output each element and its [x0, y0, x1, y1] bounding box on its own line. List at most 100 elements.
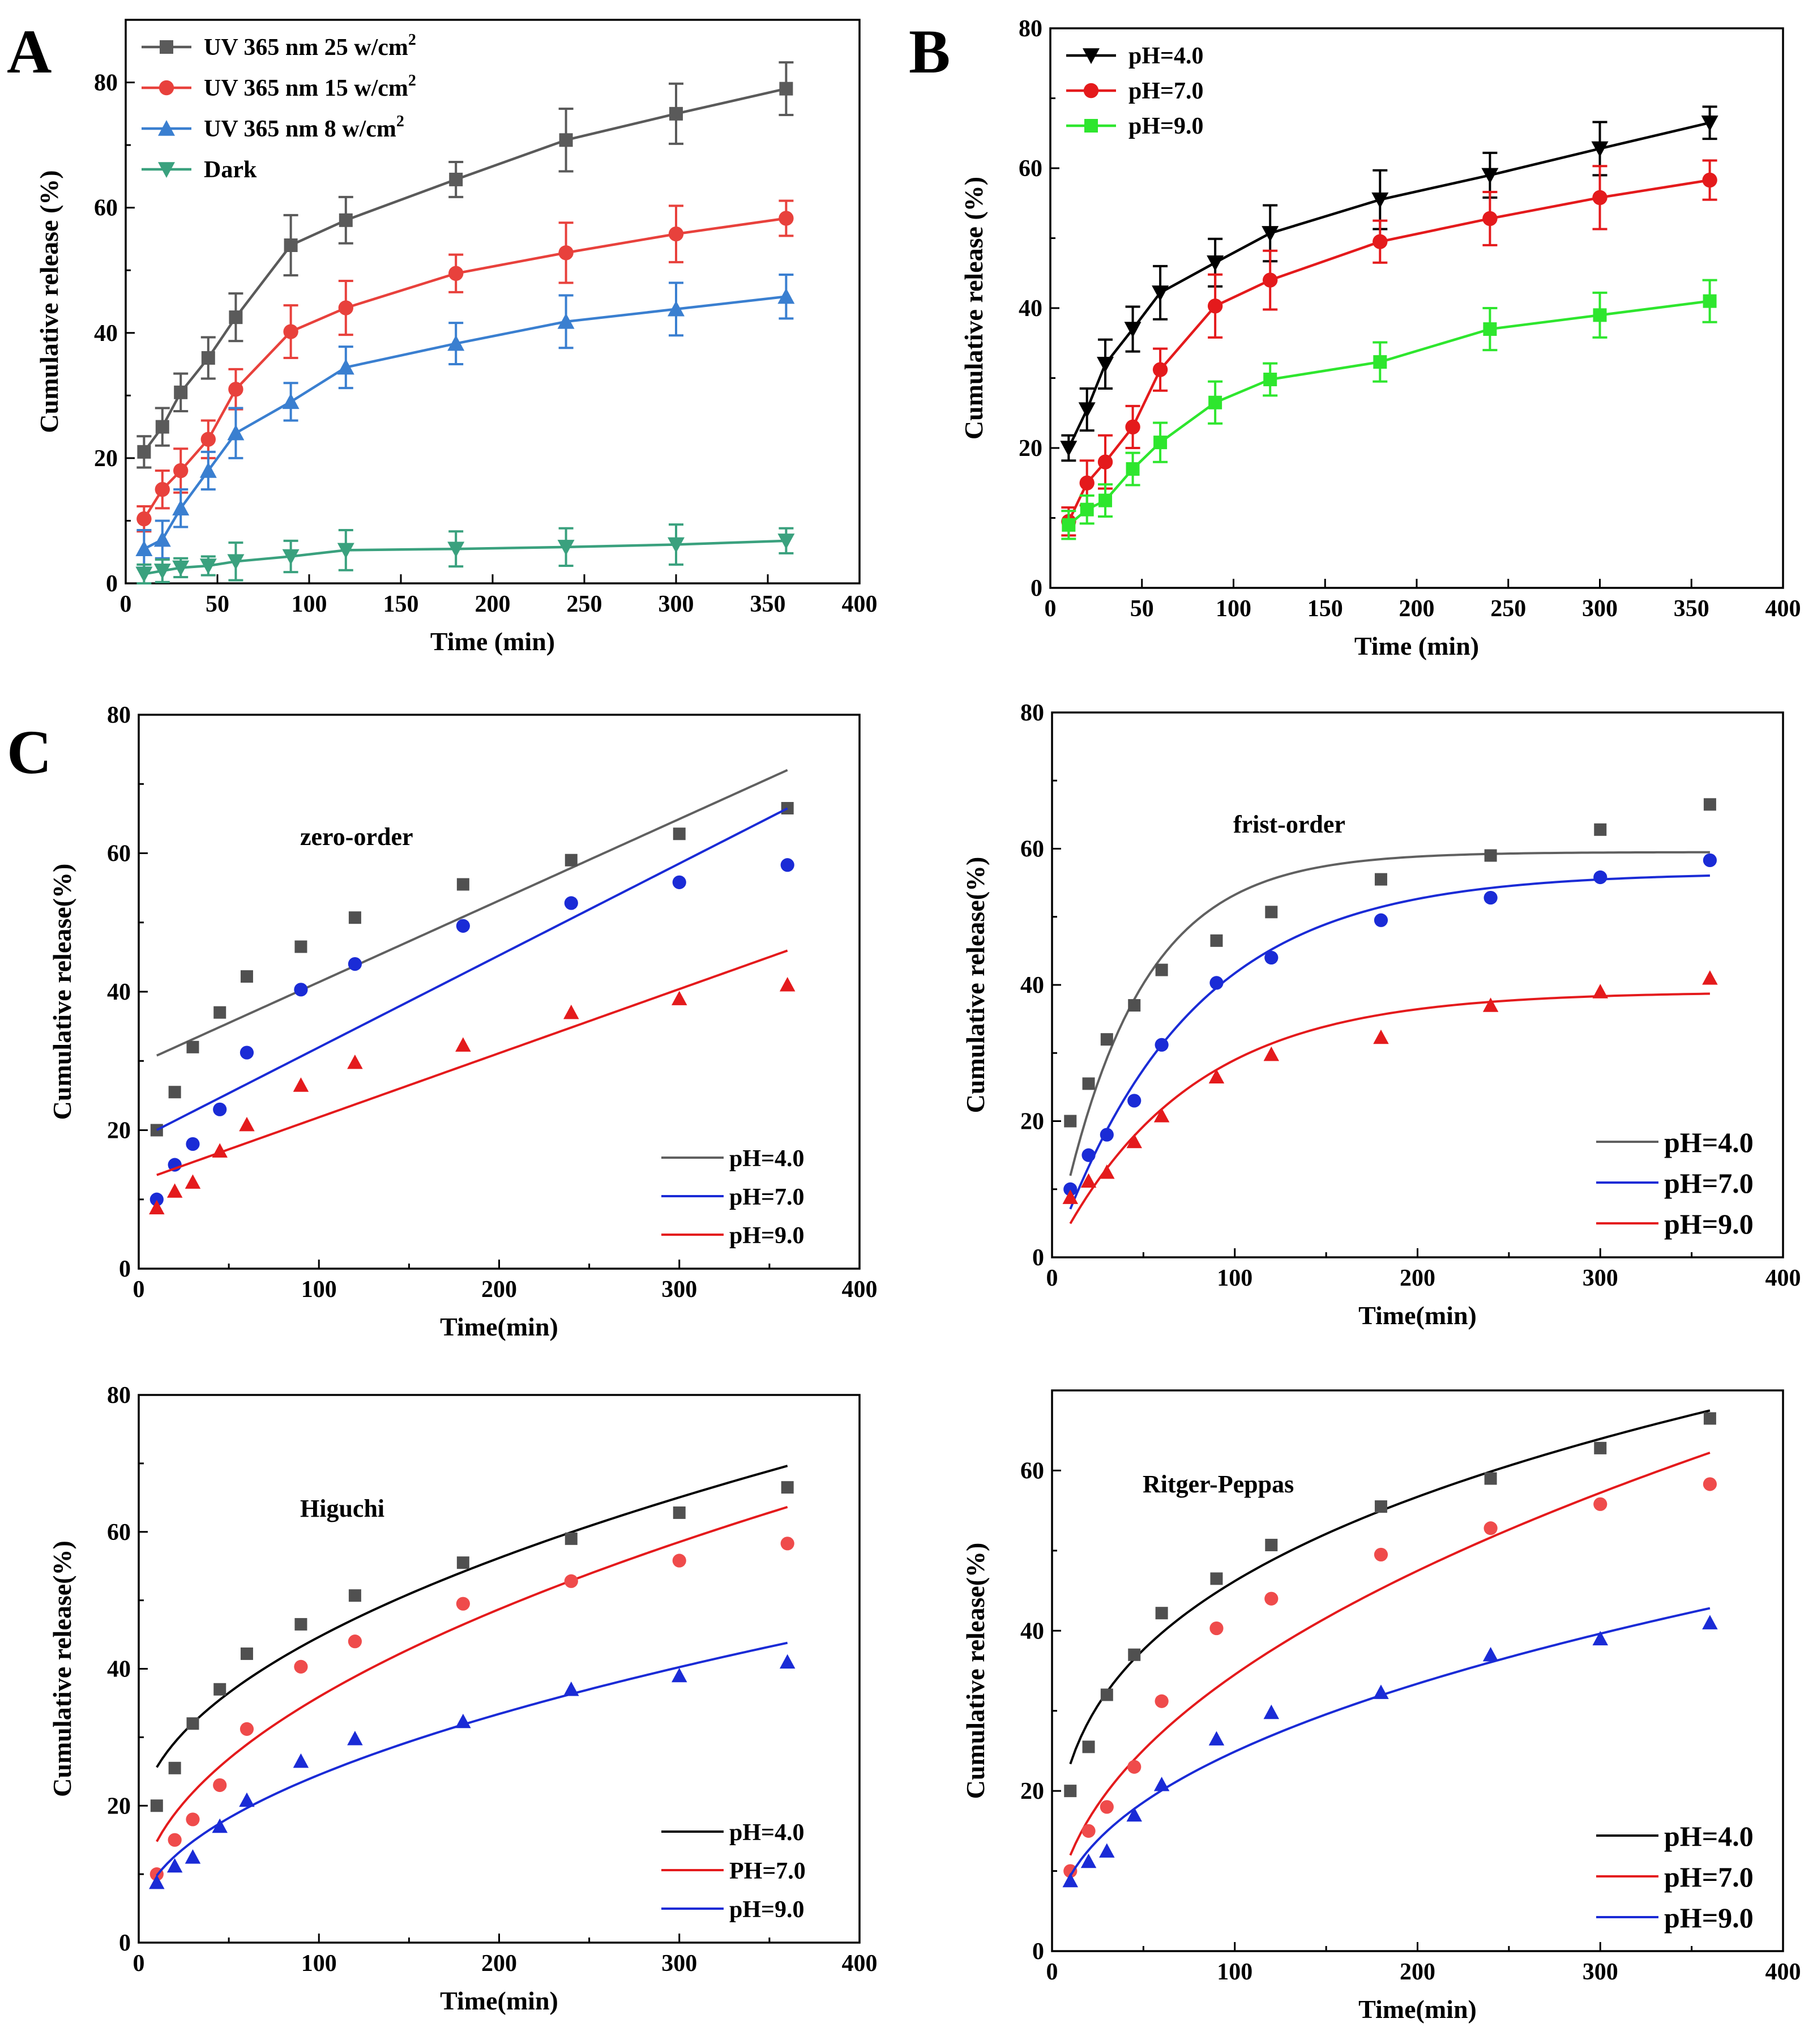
- data-point: [185, 1849, 201, 1864]
- y-tick-label: 60: [1020, 837, 1044, 863]
- legend-item: pH=7.0: [1596, 1861, 1754, 1893]
- data-point: [1078, 402, 1096, 419]
- data-point: [1064, 1115, 1077, 1128]
- data-point: [199, 558, 217, 575]
- data-point: [168, 1086, 181, 1099]
- x-tick-label: 200: [1399, 596, 1435, 622]
- data-point: [282, 393, 300, 409]
- x-tick-label: 350: [1674, 596, 1709, 622]
- fit-curve: [156, 949, 788, 1176]
- data-point: [1593, 308, 1607, 322]
- data-point: [1481, 168, 1499, 184]
- data-point: [1064, 1785, 1077, 1798]
- data-point: [283, 324, 298, 339]
- data-point: [1097, 454, 1113, 470]
- x-tick-label: 0: [1046, 1265, 1058, 1291]
- panel-letter-a: A: [7, 17, 52, 86]
- data-point: [456, 919, 470, 933]
- y-tick-label: 20: [94, 446, 118, 472]
- x-tick-label: 100: [1217, 1959, 1252, 1985]
- data-point: [672, 875, 686, 889]
- x-tick-label: 300: [1582, 596, 1618, 622]
- data-point: [1374, 873, 1387, 886]
- model-label: frist-order: [1233, 810, 1345, 838]
- x-tick-label: 100: [301, 1951, 337, 1977]
- data-point: [1592, 1631, 1608, 1646]
- data-point: [1264, 950, 1279, 965]
- data-point: [781, 1481, 794, 1494]
- data-point: [136, 511, 152, 527]
- x-tick-label: 200: [481, 1951, 517, 1977]
- y-tick-label: 0: [106, 571, 118, 597]
- data-point: [1080, 1173, 1097, 1188]
- y-axis-label: Cumulative release (%): [959, 177, 988, 439]
- legend-superscript: 2: [408, 31, 416, 49]
- x-tick-label: 100: [301, 1277, 337, 1303]
- data-point: [168, 1833, 182, 1847]
- data-point: [227, 554, 245, 570]
- data-point: [455, 1037, 471, 1052]
- data-point: [293, 1077, 309, 1092]
- legend-label: UV 365 nm 15 w/cm2: [204, 72, 416, 101]
- data-point: [1263, 1046, 1280, 1061]
- legend-item: pH=9.0: [661, 1897, 804, 1923]
- data-point: [1701, 115, 1718, 131]
- legend-label: pH=4.0: [729, 1820, 804, 1846]
- x-tick-label: 400: [842, 591, 878, 617]
- chart-panel-a: 0 50 100 150 200 250 300 350 400 0 20 40 60 80 Time (m…: [35, 19, 878, 656]
- y-tick-label: 80: [1019, 16, 1042, 42]
- data-point: [1374, 1500, 1387, 1513]
- data-point: [347, 1054, 363, 1069]
- data-point: [150, 1799, 163, 1812]
- data-point: [229, 310, 243, 325]
- data-point: [1265, 906, 1278, 919]
- legend-superscript: 2: [396, 113, 404, 130]
- x-tick-label: 200: [1400, 1959, 1435, 1985]
- x-tick-label: 350: [750, 591, 786, 617]
- data-point: [1100, 1688, 1113, 1701]
- legend-label: UV 365 nm 8 w/cm2: [204, 113, 404, 142]
- data-point: [213, 1778, 227, 1793]
- data-point: [348, 1589, 361, 1602]
- data-point: [455, 1713, 471, 1729]
- y-tick-label: 40: [1020, 1618, 1044, 1644]
- data-point: [1155, 1694, 1169, 1708]
- data-point: [240, 970, 253, 983]
- data-point: [668, 537, 685, 553]
- data-point: [1702, 970, 1718, 985]
- data-point: [1374, 1547, 1388, 1562]
- model-label: zero-order: [300, 823, 413, 851]
- data-point: [1208, 1069, 1225, 1084]
- x-tick-label: 0: [133, 1277, 145, 1303]
- data-point: [559, 133, 573, 147]
- data-point: [1100, 1033, 1113, 1046]
- x-tick-label: 100: [1216, 596, 1251, 622]
- x-axis-label: Time(min): [440, 1986, 558, 2015]
- data-point: [1209, 976, 1224, 990]
- data-point: [1594, 823, 1607, 836]
- data-point: [1152, 285, 1169, 301]
- x-tick-label: 50: [206, 591, 229, 617]
- data-point: [1373, 1029, 1389, 1044]
- data-point: [1591, 141, 1609, 157]
- x-tick-label: 150: [1307, 596, 1343, 622]
- data-point: [1155, 963, 1168, 976]
- data-point: [1126, 462, 1140, 476]
- fit-curve: [156, 1505, 788, 1842]
- data-point: [673, 827, 686, 840]
- legend-label-text: UV 365 nm 8 w/cm: [204, 116, 396, 142]
- data-point: [1592, 190, 1607, 206]
- data-point: [779, 211, 794, 226]
- x-tick-label: 300: [1583, 1265, 1618, 1291]
- data-point: [135, 566, 153, 583]
- y-tick-label: 60: [107, 1520, 131, 1546]
- data-point: [212, 1143, 228, 1158]
- y-tick-label: 20: [1020, 1778, 1044, 1804]
- data-point: [293, 1753, 309, 1768]
- fit-curve: [1069, 1607, 1711, 1877]
- data-point: [1155, 1607, 1168, 1620]
- x-tick-label: 400: [1765, 1265, 1801, 1291]
- y-tick-label: 60: [1019, 156, 1042, 182]
